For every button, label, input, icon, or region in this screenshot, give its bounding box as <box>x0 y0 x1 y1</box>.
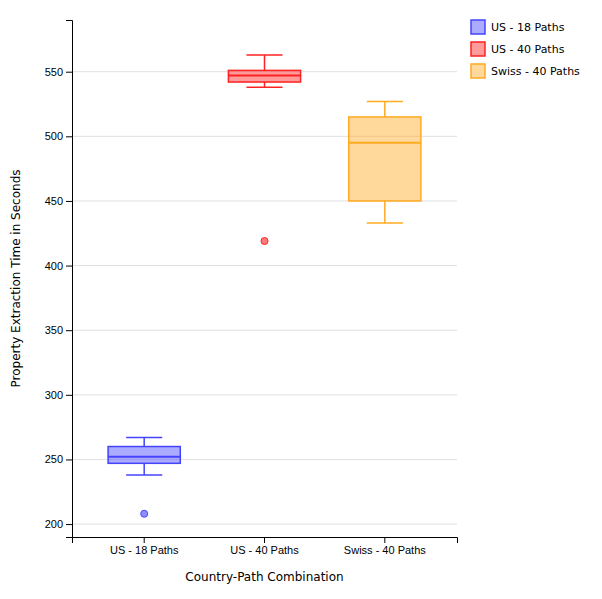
tick-mark <box>66 72 72 73</box>
tick: 550 <box>45 66 72 78</box>
marks <box>108 55 421 517</box>
tick-label: US - 18 Paths <box>110 544 179 556</box>
tick-label: 450 <box>45 195 63 207</box>
axis-line <box>66 21 73 538</box>
box-group <box>108 437 180 517</box>
tick: US - 40 Paths <box>230 537 299 556</box>
median <box>228 75 300 77</box>
plot: 200250300350400450500550US - 18 PathsUS … <box>45 21 458 556</box>
legend-label: US - 40 Paths <box>491 43 565 56</box>
tick-mark <box>66 266 72 267</box>
grid-line <box>72 524 457 525</box>
tick-label: 500 <box>45 130 63 142</box>
legend-item: US - 40 Paths <box>471 42 565 56</box>
tick: 400 <box>45 260 72 272</box>
grid-line <box>72 265 457 266</box>
box <box>349 117 421 201</box>
legend: US - 18 Paths US - 40 Paths Swiss - 40 Pat… <box>471 20 580 78</box>
tick-mark <box>384 537 385 543</box>
legend-swatch <box>471 42 485 56</box>
y-axis: 200 250 300 350 400 450 500 550 <box>45 21 73 538</box>
tick: 450 <box>45 195 72 207</box>
tick-label: 400 <box>45 260 63 272</box>
tick: 350 <box>45 324 72 336</box>
median <box>108 456 180 458</box>
legend-label: US - 18 Paths <box>491 21 565 34</box>
flier <box>141 510 148 517</box>
flier <box>261 238 268 245</box>
tick-label: 250 <box>45 453 63 465</box>
cap-low <box>246 86 282 88</box>
legend-swatch <box>471 20 485 34</box>
grid <box>72 72 457 524</box>
whisker-low <box>384 201 386 223</box>
tick-label: 550 <box>45 66 63 78</box>
cap-low <box>367 222 403 224</box>
whisker-low <box>264 82 266 87</box>
cap-high <box>246 54 282 56</box>
tick-label: 300 <box>45 389 63 401</box>
whisker-high <box>143 437 145 446</box>
grid-line <box>72 394 457 395</box>
whisker-low <box>143 463 145 475</box>
grid-line <box>72 330 457 331</box>
tick: 200 <box>45 518 72 530</box>
tick: 300 <box>45 389 72 401</box>
tick-label: Swiss - 40 Paths <box>344 544 426 556</box>
tick: US - 18 Paths <box>110 537 179 556</box>
tick-mark <box>66 136 72 137</box>
tick-mark <box>66 459 72 460</box>
tick-mark <box>66 524 72 525</box>
axis-line <box>73 538 458 544</box>
tick-mark <box>66 330 72 331</box>
tick-label: US - 40 Paths <box>230 544 299 556</box>
tick: 500 <box>45 130 72 142</box>
whisker-high <box>384 101 386 117</box>
x-axis-title: Country-Path Combination <box>185 570 343 584</box>
tick-mark <box>144 537 145 543</box>
legend-item: Swiss - 40 Paths <box>471 64 580 78</box>
cap-high <box>367 101 403 103</box>
tick-label: 200 <box>45 518 63 530</box>
box <box>228 70 300 82</box>
tick-mark <box>66 201 72 202</box>
tick-label: 350 <box>45 324 63 336</box>
median <box>349 142 421 144</box>
legend-swatch <box>471 64 485 78</box>
tick-mark <box>66 395 72 396</box>
box-group <box>228 55 300 245</box>
whisker-high <box>264 55 266 71</box>
tick-mark <box>264 537 265 543</box>
chart: 200250300350400450500550US - 18 PathsUS … <box>0 0 602 599</box>
legend-label: Swiss - 40 Paths <box>491 65 580 78</box>
tick: 250 <box>45 453 72 465</box>
box-group <box>349 101 421 222</box>
cap-high <box>126 437 162 439</box>
x-axis: US - 18 Paths US - 40 Paths Swiss - 40 Pat… <box>73 537 458 556</box>
tick: Swiss - 40 Paths <box>344 537 426 556</box>
legend-item: US - 18 Paths <box>471 20 565 34</box>
y-axis-title: Property Extraction Time in Seconds <box>9 169 23 387</box>
cap-low <box>126 474 162 476</box>
box <box>108 447 180 464</box>
